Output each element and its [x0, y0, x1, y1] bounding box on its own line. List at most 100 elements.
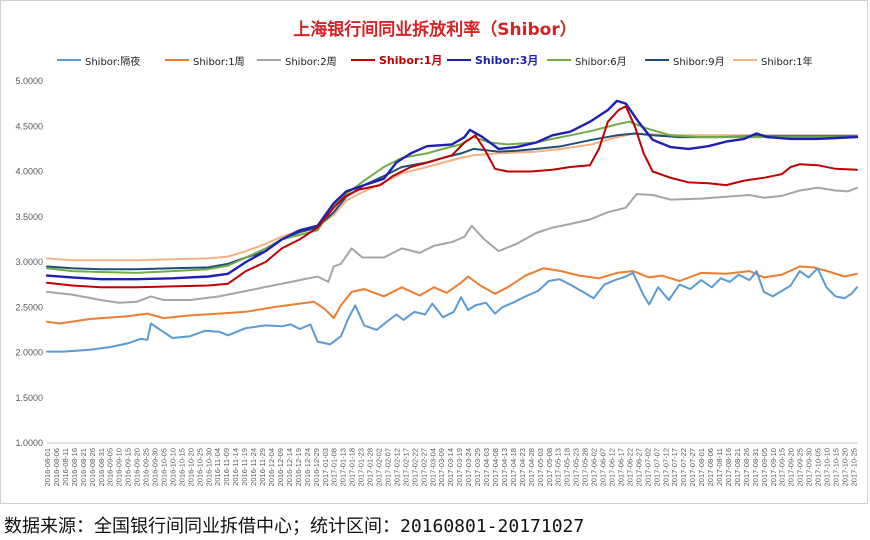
x-tick-label: 2016-10-10 [168, 448, 177, 486]
x-tick-label: 2017-05-23 [572, 448, 581, 486]
y-tick-label: 2.0000 [15, 348, 43, 358]
legend-swatch [257, 59, 281, 61]
y-tick-label: 1.5000 [15, 393, 43, 403]
x-tick-label: 2016-12-09 [276, 448, 285, 486]
x-tick-label: 2017-04-18 [509, 448, 518, 486]
x-tick-label: 2017-01-28 [366, 448, 375, 486]
chart-legend: Shibor:隔夜 Shibor:1周 Shibor:2周 Shibor:1月 Shib… [47, 51, 847, 69]
series-line [46, 105, 858, 289]
x-tick-label: 2017-10-05 [814, 448, 823, 486]
x-tick-label: 2017-01-23 [357, 448, 366, 486]
x-tick-label: 2017-09-05 [760, 448, 769, 486]
x-tick-label: 2017-02-07 [383, 448, 392, 486]
legend-label: Shibor:9月 [673, 56, 725, 68]
x-tick-label: 2017-04-13 [500, 448, 509, 486]
x-tick-label: 2016-09-20 [133, 448, 142, 486]
x-tick-label: 2017-06-07 [599, 448, 608, 486]
x-tick-label: 2017-08-11 [715, 448, 724, 486]
line-chart: 1.0000 1.5000 2.0000 2.5000 3.0000 3.5000 4.00… [15, 76, 859, 486]
x-tick-label: 2016-08-31 [97, 448, 106, 486]
x-tick-label: 2017-10-10 [823, 448, 832, 486]
x-tick-label: 2017-06-12 [607, 448, 616, 486]
series-line [46, 132, 858, 262]
x-tick-label: 2017-03-14 [446, 448, 455, 486]
x-tick-label: 2017-03-09 [437, 448, 446, 486]
legend-label: Shibor:隔夜 [85, 56, 141, 68]
x-tick-label: 2017-09-30 [805, 448, 814, 486]
x-tick-label: 2017-08-31 [751, 448, 760, 486]
series-line [45, 99, 859, 281]
x-tick-label: 2017-01-13 [339, 448, 348, 486]
x-tick-label: 2017-04-03 [482, 448, 491, 486]
x-tick-label: 2017-08-01 [697, 448, 706, 486]
legend-item: Shibor:1年 [733, 51, 813, 69]
x-tick-label: 2017-07-02 [643, 448, 652, 486]
x-tick-label: 2017-02-17 [401, 448, 410, 486]
legend-item: Shibor:1月 [351, 51, 442, 69]
x-tick-label: 2017-05-08 [545, 448, 554, 486]
x-tick-label: 2016-10-05 [159, 448, 168, 486]
x-tick-label: 2016-08-11 [61, 448, 70, 486]
x-tick-label: 2016-12-04 [267, 448, 276, 486]
legend-item: Shibor:9月 [645, 51, 725, 69]
x-tick-label: 2017-09-20 [787, 448, 796, 486]
x-tick-label: 2017-05-03 [536, 448, 545, 486]
x-tick-label: 2016-09-25 [142, 448, 151, 486]
x-tick-label: 2016-10-15 [177, 448, 186, 486]
x-tick-label: 2017-04-23 [518, 448, 527, 486]
x-tick-label: 2017-03-24 [464, 448, 473, 486]
x-tick-label: 2016-11-14 [231, 448, 240, 486]
y-tick-label: 5.0000 [15, 76, 43, 86]
y-tick-label: 3.0000 [15, 257, 43, 267]
legend-swatch [165, 59, 189, 61]
y-tick-label: 2.5000 [15, 302, 43, 312]
x-tick-label: 2017-06-22 [625, 448, 634, 486]
legend-label: Shibor:3月 [475, 54, 539, 67]
series-line [46, 120, 858, 274]
x-tick-label: 2017-06-02 [590, 448, 599, 486]
x-tick-label: 2016-08-26 [88, 448, 97, 486]
x-tick-label: 2016-12-29 [312, 448, 321, 486]
x-tick-label: 2017-04-08 [491, 448, 500, 486]
x-tick-label: 2017-02-22 [410, 448, 419, 486]
legend-item: Shibor:6月 [547, 51, 627, 69]
x-tick-label: 2016-09-15 [124, 448, 133, 486]
x-tick-label: 2017-09-15 [778, 448, 787, 486]
x-tick-label: 2016-09-10 [115, 448, 124, 486]
x-tick-label: 2017-06-17 [616, 448, 625, 486]
x-tick-label: 2017-08-06 [706, 448, 715, 486]
legend-label: Shibor:6月 [575, 56, 627, 68]
data-source-note: 数据来源：全国银行间同业拆借中心；统计区间：20160801-20171027 [4, 516, 585, 537]
legend-item: Shibor:3月 [447, 51, 538, 69]
x-tick-label: 2016-11-19 [240, 448, 249, 486]
x-tick-label: 2017-04-28 [527, 448, 536, 486]
x-tick-label: 2016-11-04 [213, 448, 222, 486]
legend-label: Shibor:1周 [193, 56, 245, 68]
x-tick-label: 2017-05-18 [563, 448, 572, 486]
x-tick-label: 2017-07-17 [670, 448, 679, 486]
x-tick-label: 2016-09-05 [106, 448, 115, 486]
x-tick-label: 2017-08-16 [724, 448, 733, 486]
x-tick-label: 2017-02-02 [375, 448, 384, 486]
x-tick-label: 2017-08-21 [733, 448, 742, 486]
y-tick-label: 4.5000 [15, 121, 43, 131]
x-tick-label: 2017-05-13 [554, 448, 563, 486]
x-tick-label: 2017-10-20 [840, 448, 849, 486]
x-tick-label: 2017-07-27 [688, 448, 697, 486]
legend-item: Shibor:1周 [165, 51, 245, 69]
x-tick-label: 2016-10-30 [204, 448, 213, 486]
x-tick-label: 2017-08-26 [742, 448, 751, 486]
x-tick-label: 2016-10-20 [186, 448, 195, 486]
x-tick-label: 2016-09-30 [151, 448, 160, 486]
x-tick-label: 2017-07-12 [661, 448, 670, 486]
legend-label: Shibor:2周 [285, 56, 337, 68]
x-tick-label: 2017-07-07 [652, 448, 661, 486]
x-tick-label: 2017-03-04 [428, 448, 437, 486]
x-tick-label: 2017-02-12 [392, 448, 401, 486]
legend-swatch [57, 59, 81, 61]
x-tick-label: 2017-03-29 [473, 448, 482, 486]
x-tick-label: 2017-01-18 [348, 448, 357, 486]
legend-swatch [645, 59, 669, 61]
legend-item: Shibor:隔夜 [57, 51, 140, 69]
x-tick-label: 2016-08-21 [79, 448, 88, 486]
